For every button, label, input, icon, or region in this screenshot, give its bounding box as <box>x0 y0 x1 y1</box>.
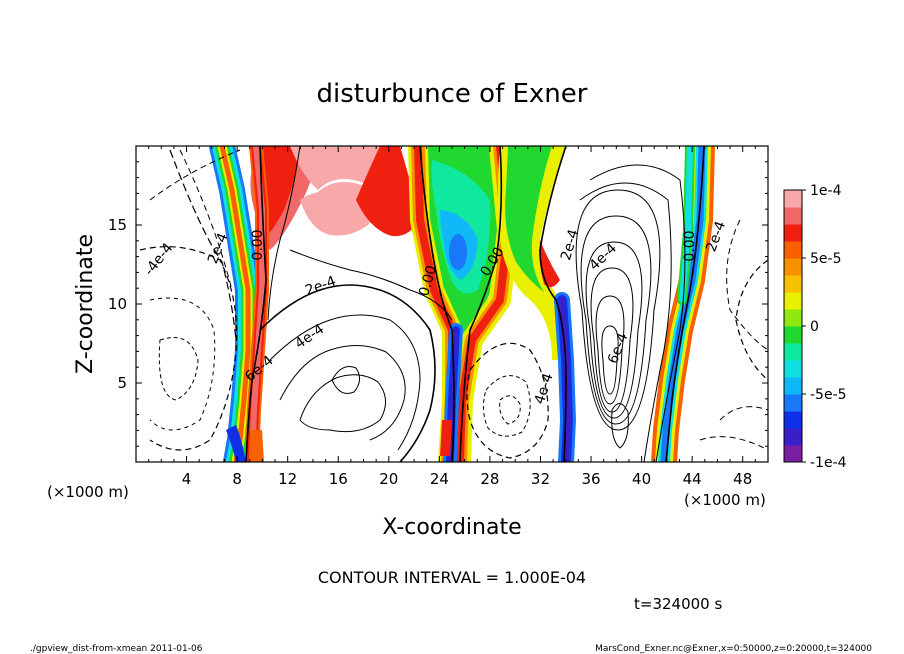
y-tick-label: 15 <box>108 216 127 234</box>
contour-lines <box>139 146 768 462</box>
contour-line <box>158 337 199 401</box>
x-tick-label: 48 <box>733 470 752 488</box>
x-tick-label: 28 <box>480 470 499 488</box>
y-tick-label: 10 <box>108 295 127 313</box>
colorbar-band <box>784 326 802 344</box>
colorbar-band <box>784 394 802 412</box>
contour-line <box>459 146 503 462</box>
time-text: t=324000 s <box>634 595 722 613</box>
contour-line <box>482 375 531 437</box>
filled-band <box>449 234 467 270</box>
colorbar: 1e-4 5e-5 0 -5e-5 -1e-4 <box>783 183 847 471</box>
x-tick-label: 44 <box>683 470 702 488</box>
colorbar-band <box>784 343 802 361</box>
x-tick-label: 20 <box>379 470 398 488</box>
contour-line <box>595 295 625 405</box>
contour-line <box>269 314 421 451</box>
x-tick-label: 12 <box>278 470 297 488</box>
contour-label: 0.00 <box>250 229 266 260</box>
contour-line <box>331 366 360 394</box>
filled-band <box>440 420 452 456</box>
filled-band <box>559 297 571 462</box>
x-tick-label: 4 <box>182 470 192 488</box>
x-tick-label: 32 <box>531 470 550 488</box>
filled-band <box>226 425 246 462</box>
filled-band <box>679 146 693 303</box>
footer-left: ./gpview_dist-from-xmean 2011-01-06 <box>30 644 203 654</box>
colorbar-band <box>784 360 802 378</box>
contour-line <box>539 146 567 462</box>
colorbar-band <box>784 275 802 293</box>
contour-line <box>259 284 436 462</box>
contour-line <box>575 189 661 431</box>
x-tick-label: 24 <box>430 470 449 488</box>
colorbar-band <box>784 258 802 276</box>
x-tick-label: 16 <box>329 470 348 488</box>
filled-band <box>356 146 420 237</box>
x-tick-label: 8 <box>232 470 242 488</box>
contour-line <box>579 182 672 462</box>
contour-line <box>245 146 267 462</box>
y-axis-label: Z-coordinate <box>73 234 98 374</box>
contour-line <box>179 149 233 291</box>
contour-line <box>139 246 238 451</box>
colorbar-band <box>784 224 802 242</box>
colorbar-band <box>784 207 802 225</box>
contour-line <box>665 146 705 462</box>
colorbar-tick-label: -1e-4 <box>810 455 847 471</box>
filled-band <box>539 240 560 288</box>
x-unit-left: (×1000 m) <box>47 483 129 501</box>
x-tick-label: 40 <box>632 470 651 488</box>
filled-band <box>249 146 265 462</box>
contour-line <box>169 149 237 341</box>
contour-line <box>589 164 686 462</box>
filled-band <box>505 146 552 292</box>
colorbar-band <box>784 190 802 208</box>
x-axis-label: X-coordinate <box>382 515 521 540</box>
colorbar-tick-label: 1e-4 <box>810 183 842 199</box>
filled-band <box>219 146 251 462</box>
contour-line <box>419 146 455 462</box>
x-unit-right: (×1000 m) <box>684 491 766 509</box>
footer-right: MarsCond_Exner.nc@Exner,x=0:50000,z=0:20… <box>595 644 872 654</box>
contour-line <box>585 241 643 419</box>
y-axis-ticks: 5 10 15 <box>108 161 768 447</box>
contour-line <box>601 325 619 395</box>
colorbar-band <box>784 445 802 463</box>
contour-interval-text: CONTOUR INTERVAL = 1.000E-04 <box>318 568 586 587</box>
contour-line <box>149 297 216 431</box>
colorbar-band <box>784 292 802 310</box>
colorbar-tick-label: -5e-5 <box>810 387 847 403</box>
contour-line <box>699 436 768 451</box>
colorbar-tick-label: 0 <box>810 319 819 335</box>
colorbar-band <box>784 428 802 446</box>
colorbar-band <box>784 241 802 259</box>
contour-line <box>499 395 521 425</box>
contour-line <box>735 259 768 381</box>
x-tick-label: 36 <box>581 470 600 488</box>
contour-line <box>611 403 629 449</box>
contour-line <box>719 406 768 421</box>
contour-line <box>279 345 406 441</box>
colorbar-tick-label: 5e-5 <box>810 251 841 267</box>
contour-line <box>267 146 301 321</box>
x-axis-ticks: 4 8 12 16 20 24 28 32 36 40 44 48 <box>148 146 756 488</box>
contour-line <box>149 149 241 201</box>
contour-line <box>580 215 652 425</box>
colorbar-band <box>784 377 802 395</box>
contour-label: 0.00 <box>682 230 698 261</box>
colorbar-band <box>784 309 802 327</box>
color-filled-bands <box>209 146 715 462</box>
y-tick-label: 5 <box>117 374 127 392</box>
contour-line <box>289 249 453 321</box>
chart-title: disturbunce of Exner <box>317 79 588 109</box>
colorbar-band <box>784 411 802 429</box>
contour-line <box>466 342 549 459</box>
contour-line <box>726 219 768 351</box>
filled-band <box>250 430 264 462</box>
